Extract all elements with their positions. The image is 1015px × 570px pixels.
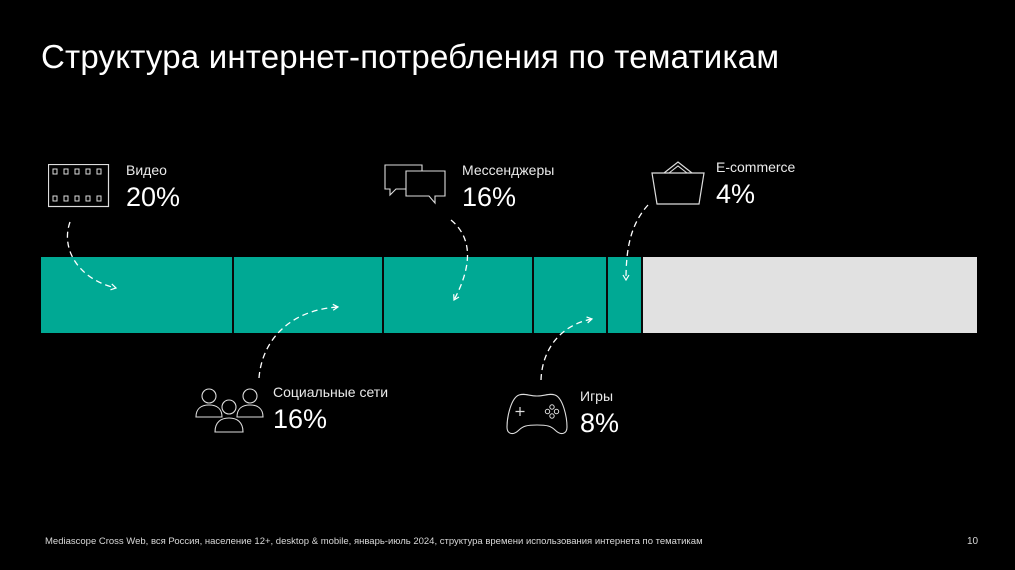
label-messengers: Мессенджеры 16%	[462, 162, 554, 213]
page-title: Структура интернет-потребления по темати…	[41, 38, 780, 75]
film-strip-icon	[48, 164, 110, 208]
label-video: Видео 20%	[126, 162, 180, 213]
category-value: 16%	[273, 404, 328, 434]
segment-video	[41, 257, 232, 333]
category-name: Игры	[580, 388, 614, 404]
category-name: Социальные сети	[273, 384, 389, 400]
stacked-bar	[41, 257, 977, 333]
people-group-icon	[195, 388, 264, 433]
shopping-basket-icon	[651, 161, 705, 205]
source-footnote: Mediascope Cross Web, вся Россия, населе…	[45, 536, 703, 547]
segment-social	[232, 257, 382, 333]
gamepad-icon	[506, 393, 568, 435]
segment-other	[641, 257, 977, 333]
segment-ecommerce	[606, 257, 641, 333]
category-value: 4%	[716, 179, 756, 209]
category-value: 8%	[580, 408, 620, 438]
page-number: 10	[967, 536, 979, 547]
category-value: 20%	[126, 182, 181, 212]
label-ecommerce: E-commerce 4%	[716, 159, 795, 210]
segment-games	[532, 257, 606, 333]
chat-bubbles-icon	[384, 164, 446, 205]
label-games: Игры 8%	[580, 388, 619, 439]
category-name: Мессенджеры	[462, 162, 555, 178]
label-social: Социальные сети 16%	[273, 384, 388, 435]
category-name: Видео	[126, 162, 167, 178]
category-name: E-commerce	[716, 159, 796, 175]
category-value: 16%	[462, 182, 517, 212]
